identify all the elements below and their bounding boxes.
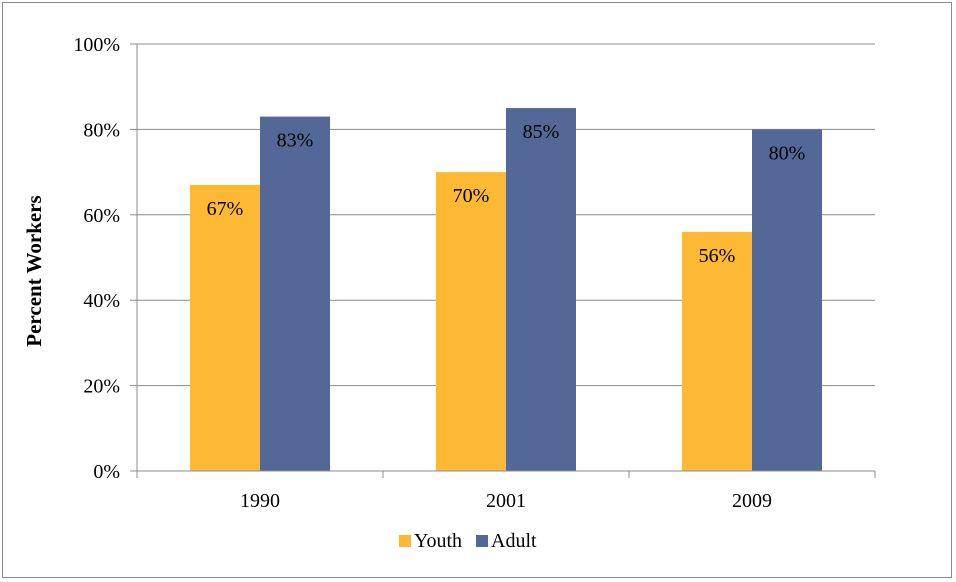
data-label: 67% <box>207 198 244 220</box>
legend-label-adult: Adult <box>491 530 537 552</box>
bar-adult-2001 <box>506 108 576 472</box>
bar-adult-2009 <box>752 129 822 471</box>
legend-swatch-youth <box>399 535 411 547</box>
data-label: 70% <box>453 185 490 207</box>
y-tick-label: 40% <box>83 290 120 312</box>
data-label: 56% <box>699 245 736 267</box>
y-tick-label: 80% <box>83 119 120 141</box>
bar-youth-2001 <box>436 172 506 471</box>
legend-label-youth: Youth <box>414 530 462 552</box>
bars <box>190 108 822 472</box>
axes <box>130 43 876 478</box>
y-tick-label: 0% <box>93 461 120 483</box>
y-tick-labels: 0% 20% 40% 60% 80% 100% <box>73 34 120 483</box>
y-axis-label: Percent Workers <box>22 195 46 346</box>
bar-youth-2009 <box>682 231 752 471</box>
x-tick-label: 1990 <box>240 490 280 512</box>
legend: Youth Adult <box>399 530 537 552</box>
data-label: 85% <box>523 121 560 143</box>
y-tick-label: 60% <box>83 205 120 227</box>
data-label: 80% <box>769 142 806 164</box>
x-tick-label: 2001 <box>486 490 526 512</box>
y-tick-label: 100% <box>73 34 120 56</box>
legend-swatch-adult <box>476 535 488 547</box>
y-tick-label: 20% <box>83 376 120 398</box>
bar-youth-1990 <box>190 184 260 471</box>
data-label: 83% <box>277 130 314 152</box>
x-tick-labels: 1990 2001 2009 <box>240 490 772 512</box>
x-tick-label: 2009 <box>732 490 772 512</box>
data-labels: 67% 83% 70% 85% 56% 80% <box>207 121 806 267</box>
bar-adult-1990 <box>260 116 330 471</box>
